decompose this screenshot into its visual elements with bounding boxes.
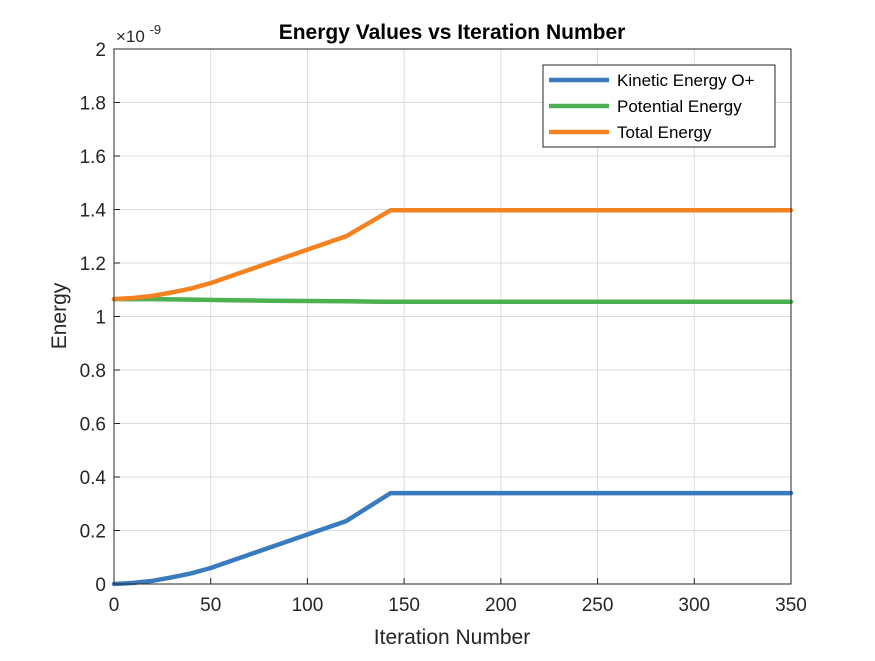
legend-label-2: Total Energy <box>617 123 712 142</box>
y-tick-label: 2 <box>95 40 106 61</box>
y-tick-label: 1.8 <box>80 94 106 115</box>
legend-items: Kinetic Energy O+ Potential Energy Total E… <box>549 71 755 142</box>
series-lines <box>111 208 794 587</box>
y-tick-label: 0.2 <box>80 522 106 543</box>
x-tick-label: 200 <box>485 595 517 616</box>
y-tick-label: 0.8 <box>80 361 106 382</box>
x-tick-label: 150 <box>388 595 420 616</box>
y-exponent-base: ×10 <box>116 27 145 46</box>
y-tick-label: 1.4 <box>80 201 107 222</box>
x-axis-label: Iteration Number <box>374 626 530 649</box>
legend-label-1: Potential Energy <box>617 97 742 116</box>
series-line-1 <box>111 296 794 305</box>
x-tick-label: 50 <box>200 595 221 616</box>
legend-label-0: Kinetic Energy O+ <box>617 71 755 90</box>
y-tick-label: 1 <box>95 308 106 329</box>
grid-lines <box>114 49 791 584</box>
y-exponent-power: -9 <box>150 22 162 37</box>
x-tick-label: 250 <box>582 595 614 616</box>
y-exponent-label: ×10 -9 <box>116 22 161 46</box>
chart-title: Energy Values vs Iteration Number <box>279 21 626 44</box>
x-tick-label: 100 <box>292 595 324 616</box>
y-tick-label: 0.6 <box>80 415 106 436</box>
y-tick-label: 1.6 <box>80 147 106 168</box>
legend: Kinetic Energy O+ Potential Energy Total E… <box>542 64 776 148</box>
y-tick-label: 0 <box>95 575 106 596</box>
x-tick-label: 350 <box>775 595 807 616</box>
x-tick-label: 0 <box>109 595 120 616</box>
series-line-0 <box>111 490 794 587</box>
series-line-2 <box>111 208 794 302</box>
y-tick-label: 0.4 <box>80 468 107 489</box>
y-axis-label: Energy <box>48 282 71 349</box>
y-tick-label: 1.2 <box>80 254 106 275</box>
x-tick-label: 300 <box>678 595 710 616</box>
axis-ticks: 0 50 100 150 200 250 300 350 0 0.2 0.4 0.6 0.8 1 1.2 1.… <box>80 40 807 616</box>
